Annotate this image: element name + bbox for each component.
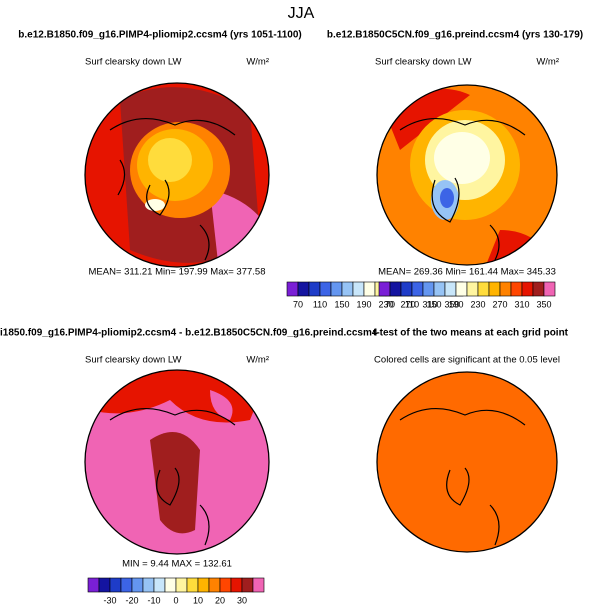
colorbar-box bbox=[499, 281, 512, 297]
map bbox=[84, 82, 270, 268]
colorbar-box bbox=[389, 281, 402, 297]
units-label: W/m² bbox=[536, 57, 559, 68]
colorbar-box bbox=[297, 281, 310, 297]
colorbar-box bbox=[131, 577, 144, 593]
colorbar-label: 30 bbox=[237, 595, 247, 605]
left-label: Surf clearsky down LW bbox=[375, 57, 471, 68]
map bbox=[376, 84, 558, 266]
panel-title: i1850.f09_g16.PIMP4-pliomip2.ccsm4 - b.e… bbox=[0, 328, 378, 339]
colorbar-label: 310 bbox=[422, 299, 437, 309]
colorbar-box bbox=[175, 577, 188, 593]
colorbar-label: 20 bbox=[215, 595, 225, 605]
colorbar-label: -10 bbox=[147, 595, 160, 605]
colorbar-box bbox=[330, 281, 343, 297]
colorbar-box bbox=[186, 577, 199, 593]
colorbar-label: 150 bbox=[426, 299, 441, 309]
colorbar-box bbox=[120, 577, 133, 593]
colorbar-box bbox=[153, 577, 166, 593]
stats: MEAN= 269.36 Min= 161.44 Max= 345.33 bbox=[378, 267, 556, 278]
stats: MEAN= 311.21 Min= 197.99 Max= 377.58 bbox=[88, 267, 265, 278]
colorbar-box bbox=[532, 281, 545, 297]
colorbar-box bbox=[230, 577, 243, 593]
colorbar-box bbox=[164, 577, 177, 593]
colorbar-label: -30 bbox=[103, 595, 116, 605]
colorbar-box bbox=[378, 281, 391, 297]
colorbar-box bbox=[352, 281, 365, 297]
colorbar-label: 0 bbox=[173, 595, 178, 605]
colorbar-box bbox=[319, 281, 332, 297]
units-label: W/m² bbox=[246, 355, 269, 366]
colorbar-label: 110 bbox=[313, 299, 327, 309]
panel-title: b.e12.B1850C5CN.f09_g16.preind.ccsm4 (yr… bbox=[327, 30, 583, 41]
colorbar-box bbox=[87, 577, 100, 593]
colorbar-label: 350 bbox=[536, 299, 551, 309]
colorbar-label: 230 bbox=[378, 299, 393, 309]
panel-title: b.e12.B1850.f09_g16.PIMP4-pliomip2.ccsm4… bbox=[18, 30, 302, 41]
colorbar-label: -20 bbox=[125, 595, 138, 605]
colorbar-box bbox=[252, 577, 265, 593]
colorbar-label: 150 bbox=[334, 299, 349, 309]
colorbar-box bbox=[488, 281, 501, 297]
colorbar-box bbox=[521, 281, 534, 297]
units-label: W/m² bbox=[246, 57, 269, 68]
colorbar-box bbox=[510, 281, 523, 297]
colorbar-box bbox=[477, 281, 490, 297]
colorbar-box bbox=[543, 281, 556, 297]
colorbar-box bbox=[341, 281, 354, 297]
colorbar-label: 70 bbox=[293, 299, 303, 309]
figure-title: JJA bbox=[288, 5, 315, 22]
colorbar-box bbox=[109, 577, 122, 593]
colorbar-box bbox=[219, 577, 232, 593]
colorbar-box bbox=[98, 577, 111, 593]
left-label: Colored cells are significant at the 0.0… bbox=[374, 355, 560, 366]
colorbar-box bbox=[422, 281, 435, 297]
colorbar-box bbox=[197, 577, 210, 593]
colorbar-label: 270 bbox=[492, 299, 507, 309]
colorbar-box bbox=[308, 281, 321, 297]
colorbar-box bbox=[411, 281, 424, 297]
colorbar-box bbox=[433, 281, 446, 297]
colorbar-label: 110 bbox=[405, 299, 419, 309]
colorbar-label: 230 bbox=[470, 299, 485, 309]
map bbox=[376, 371, 558, 553]
left-label: Surf clearsky down LW bbox=[85, 57, 181, 68]
stats: MIN = 9.44 MAX = 132.61 bbox=[122, 559, 232, 570]
colorbar-box bbox=[455, 281, 468, 297]
colorbar-box bbox=[444, 281, 457, 297]
colorbar-box bbox=[241, 577, 254, 593]
colorbar-box bbox=[208, 577, 221, 593]
left-label: Surf clearsky down LW bbox=[85, 355, 181, 366]
colorbar-label: 270 bbox=[400, 299, 415, 309]
colorbar-label: 70 bbox=[385, 299, 395, 309]
colorbar-box bbox=[286, 281, 299, 297]
colorbar-label: 310 bbox=[514, 299, 529, 309]
colorbar-label: 10 bbox=[193, 595, 203, 605]
map bbox=[84, 369, 270, 555]
colorbar-box bbox=[400, 281, 413, 297]
colorbar-box bbox=[363, 281, 376, 297]
colorbar-label: 350 bbox=[444, 299, 459, 309]
colorbar-box bbox=[466, 281, 479, 297]
colorbar-label: 190 bbox=[448, 299, 463, 309]
colorbar-box bbox=[142, 577, 155, 593]
colorbar-label: 190 bbox=[356, 299, 371, 309]
panel-title: t-test of the two means at each grid poi… bbox=[373, 328, 569, 339]
